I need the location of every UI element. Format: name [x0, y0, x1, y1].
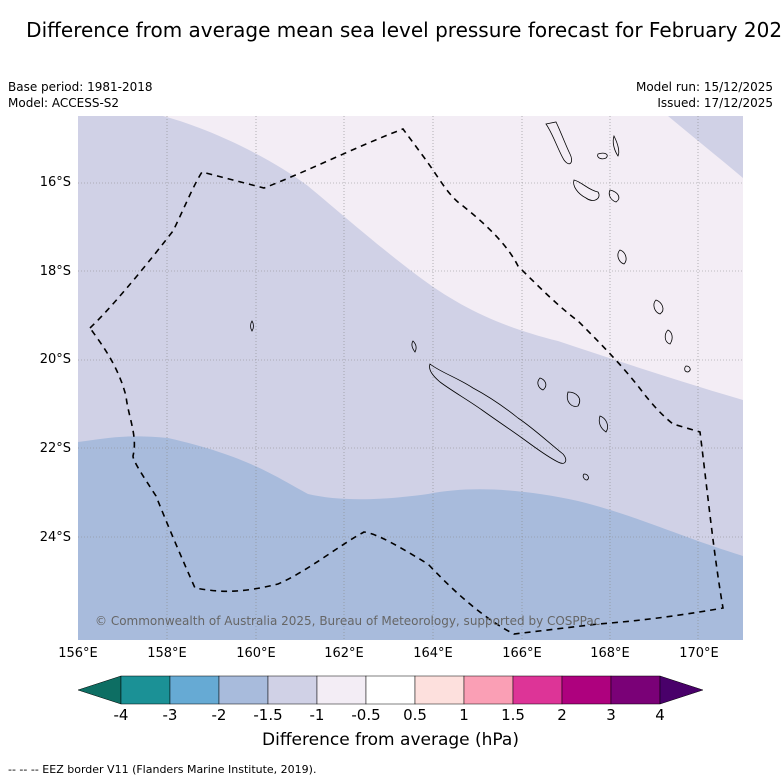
island [617, 249, 627, 265]
model-name: Model: ACCESS-S2 [8, 96, 120, 110]
lat-label-16s: 16°S [39, 175, 71, 190]
map-title: Difference from average mean sea level p… [26, 18, 781, 42]
meta-left: Base period: 1981-2018 Model: ACCESS-S2 [8, 79, 153, 111]
colorbar-tick: 4 [655, 706, 665, 724]
colorbar [78, 675, 704, 705]
colorbar-tick: -1.5 [253, 706, 283, 724]
lon-label-158e: 158°E [147, 646, 187, 661]
lat-label-20s: 20°S [39, 352, 71, 367]
lon-label-160e: 160°E [236, 646, 276, 661]
eez-footnote: -- -- -- EEZ border V11 (Flanders Marine… [8, 763, 317, 776]
colorbar-bins [120, 675, 661, 705]
issued-date: Issued: 17/12/2025 [657, 96, 773, 110]
colorbar-tick: -4 [113, 706, 129, 724]
island [573, 179, 600, 201]
colorbar-bin [120, 675, 171, 705]
colorbar-bin [267, 675, 318, 705]
lon-label-156e: 156°E [58, 646, 98, 661]
colorbar-tick: 1 [459, 706, 469, 724]
colorbar-tick: -2 [211, 706, 227, 724]
colorbar-bin [365, 675, 416, 705]
base-period: Base period: 1981-2018 [8, 80, 153, 94]
island [597, 152, 608, 160]
island [545, 121, 572, 165]
colorbar-bin [316, 675, 367, 705]
eez-border [88, 128, 724, 635]
island [664, 329, 673, 345]
map-svg [78, 116, 743, 640]
colorbar-bin [169, 675, 220, 705]
island [537, 377, 547, 391]
lat-label-24s: 24°S [39, 530, 71, 545]
lon-label-166e: 166°E [502, 646, 542, 661]
island [411, 340, 417, 353]
colorbar-tick: -3 [162, 706, 178, 724]
colorbar-tick: -1 [309, 706, 325, 724]
copyright-notice: © Commonwealth of Australia 2025, Bureau… [95, 614, 601, 628]
meta-right: Model run: 15/12/2025 Issued: 17/12/2025 [636, 79, 773, 111]
island [653, 299, 664, 315]
island [598, 415, 608, 433]
colorbar-tick: 3 [606, 706, 616, 724]
model-run: Model run: 15/12/2025 [635, 80, 773, 94]
map-panel [78, 116, 743, 640]
island [582, 473, 589, 481]
lon-label-170e: 170°E [679, 646, 719, 661]
colorbar-tick: 1.5 [501, 706, 525, 724]
colorbar-tick: 0.5 [403, 706, 427, 724]
colorbar-tick: 2 [557, 706, 567, 724]
island [608, 189, 620, 203]
island [250, 320, 254, 332]
colorbar-bin [561, 675, 612, 705]
lat-label-18s: 18°S [39, 264, 71, 279]
colorbar-label: Difference from average (hPa) [262, 730, 519, 750]
anomaly-region-high [163, 116, 743, 400]
gridlines [78, 116, 743, 640]
colorbar-bin [218, 675, 269, 705]
colorbar-bin [414, 675, 465, 705]
colorbar-bin [512, 675, 563, 705]
island [566, 391, 581, 407]
lat-label-22s: 22°S [39, 441, 71, 456]
colorbar-under-arrow [78, 675, 122, 705]
lon-label-168e: 168°E [590, 646, 630, 661]
colorbar-bin [610, 675, 661, 705]
lon-label-162e: 162°E [324, 646, 364, 661]
island [612, 134, 620, 157]
lon-label-164e: 164°E [413, 646, 453, 661]
colorbar-tick: -0.5 [351, 706, 381, 724]
new-caledonia-island [429, 363, 567, 464]
island [684, 365, 691, 373]
colorbar-bin [463, 675, 514, 705]
colorbar-over-arrow [659, 675, 704, 705]
